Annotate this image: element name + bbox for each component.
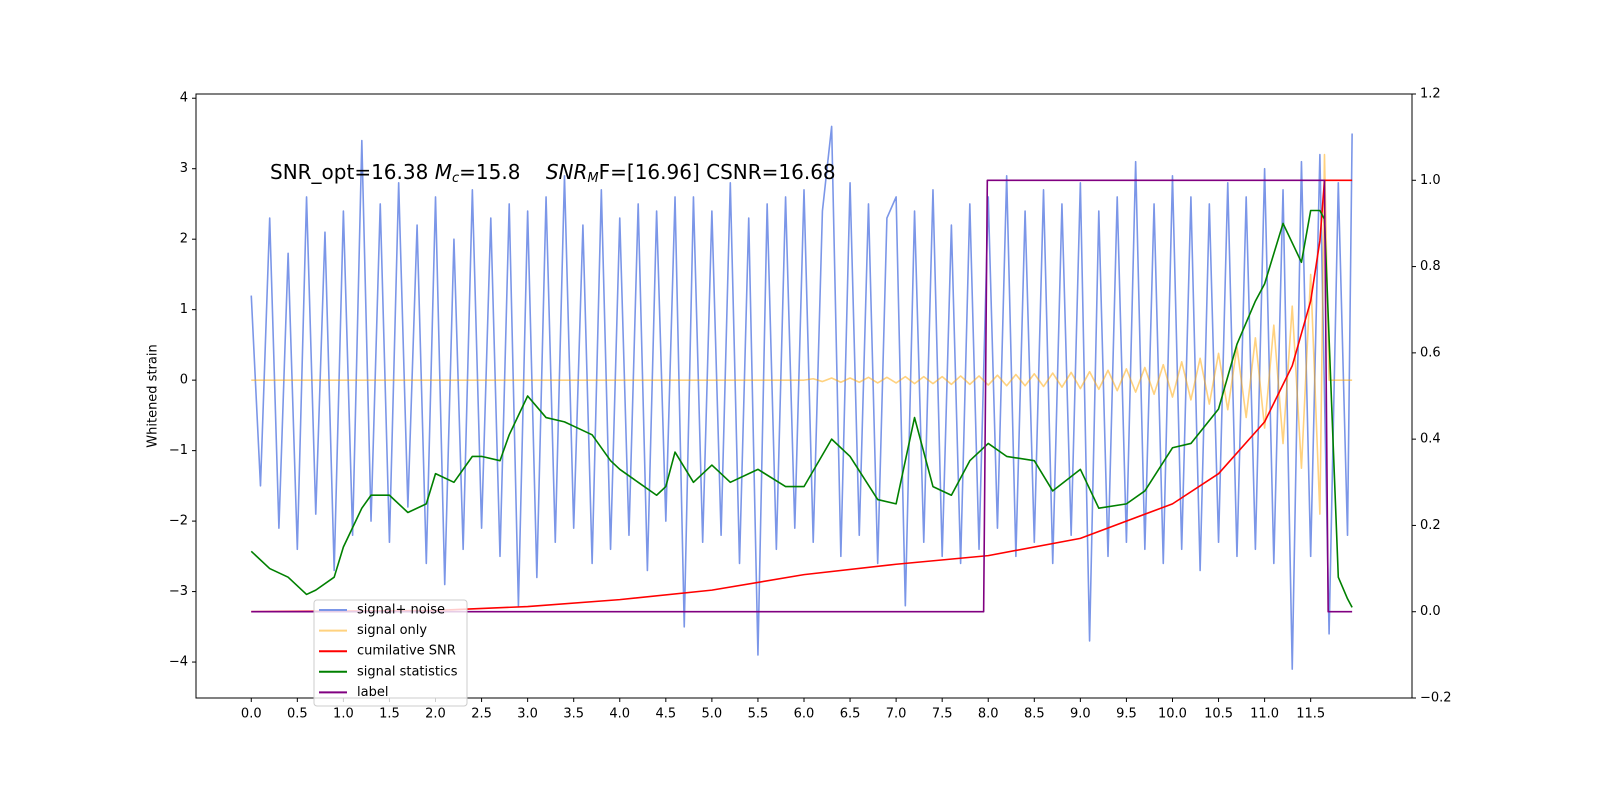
legend: signal+ noise signal only cumilative SNR si… bbox=[313, 599, 468, 707]
x-tick-label: 9.5 bbox=[1116, 707, 1137, 722]
y-axis-label: Whitened strain bbox=[146, 344, 161, 447]
legend-label: signal+ noise bbox=[357, 603, 445, 618]
annotation-part: =15.8 bbox=[459, 160, 546, 184]
x-tick-label: 0.0 bbox=[241, 707, 262, 722]
y2-tick-label: 0.0 bbox=[1420, 604, 1441, 619]
x-tick-label: 7.0 bbox=[886, 707, 907, 722]
y2-tick-label: 0.4 bbox=[1420, 432, 1441, 447]
y-tick-label: −3 bbox=[169, 584, 188, 599]
annotation-part: F=[16.96] CSNR=16.68 bbox=[599, 160, 836, 184]
annotation: SNR_opt=16.38 Mc=15.8 SNRMF=[16.96] CSNR… bbox=[270, 160, 836, 186]
x-tick-label: 11.0 bbox=[1250, 707, 1279, 722]
series-line bbox=[251, 153, 1353, 515]
y2-tick-label: 0.8 bbox=[1420, 259, 1441, 274]
x-tick-label: 3.0 bbox=[517, 707, 538, 722]
legend-label: cumilative SNR bbox=[357, 644, 456, 659]
y-tick-label: −2 bbox=[169, 514, 188, 529]
y-tick-label: 3 bbox=[180, 161, 188, 176]
series-line bbox=[251, 179, 1353, 613]
annotation-part: SNR_opt=16.38 bbox=[270, 160, 435, 184]
plot-area bbox=[250, 125, 1353, 670]
x-tick-label: 6.0 bbox=[794, 707, 815, 722]
annotation-part: SNR bbox=[546, 160, 588, 184]
x-tick-label: 7.5 bbox=[932, 707, 953, 722]
series-line bbox=[251, 179, 1353, 613]
series-line bbox=[250, 125, 1353, 670]
y-tick-label: 2 bbox=[180, 232, 188, 247]
y-tick-label: −1 bbox=[169, 443, 188, 458]
legend-label: signal statistics bbox=[357, 664, 458, 679]
y2-tick-label: 1.0 bbox=[1420, 173, 1441, 188]
legend-label: label bbox=[357, 685, 388, 700]
x-tick-label: 0.5 bbox=[287, 707, 308, 722]
x-tick-label: 4.0 bbox=[609, 707, 630, 722]
x-tick-label: 8.5 bbox=[1024, 707, 1045, 722]
legend-frame bbox=[313, 599, 468, 707]
x-tick-label: 5.5 bbox=[748, 707, 769, 722]
x-tick-label: 4.5 bbox=[655, 707, 676, 722]
x-tick-label: 1.0 bbox=[333, 707, 354, 722]
x-tick-label: 2.0 bbox=[425, 707, 446, 722]
x-tick-label: 3.5 bbox=[563, 707, 584, 722]
x-tick-label: 1.5 bbox=[379, 707, 400, 722]
x-tick-label: 10.0 bbox=[1158, 707, 1187, 722]
x-tick-label: 5.0 bbox=[702, 707, 723, 722]
x-tick-label: 8.0 bbox=[978, 707, 999, 722]
x-tick-label: 10.5 bbox=[1204, 707, 1233, 722]
annotation-part: c bbox=[452, 171, 459, 186]
series-line bbox=[250, 209, 1353, 608]
y2-tick-label: 0.6 bbox=[1420, 345, 1441, 360]
y-tick-label: 1 bbox=[180, 302, 188, 317]
x-tick-label: 2.5 bbox=[471, 707, 492, 722]
x-tick-label: 11.5 bbox=[1296, 707, 1325, 722]
x-tick-label: 6.5 bbox=[840, 707, 861, 722]
x-tick-label: 9.0 bbox=[1070, 707, 1091, 722]
annotation-part: M bbox=[435, 160, 452, 184]
legend-label: signal only bbox=[357, 623, 427, 638]
y-tick-label: 0 bbox=[180, 373, 188, 388]
y-tick-label: 4 bbox=[180, 91, 188, 106]
y2-tick-label: 0.2 bbox=[1420, 518, 1441, 533]
y2-tick-label: −0.2 bbox=[1420, 691, 1452, 706]
annotation-part: M bbox=[587, 171, 598, 186]
y-tick-label: −4 bbox=[169, 655, 188, 670]
y2-tick-label: 1.2 bbox=[1420, 87, 1441, 102]
